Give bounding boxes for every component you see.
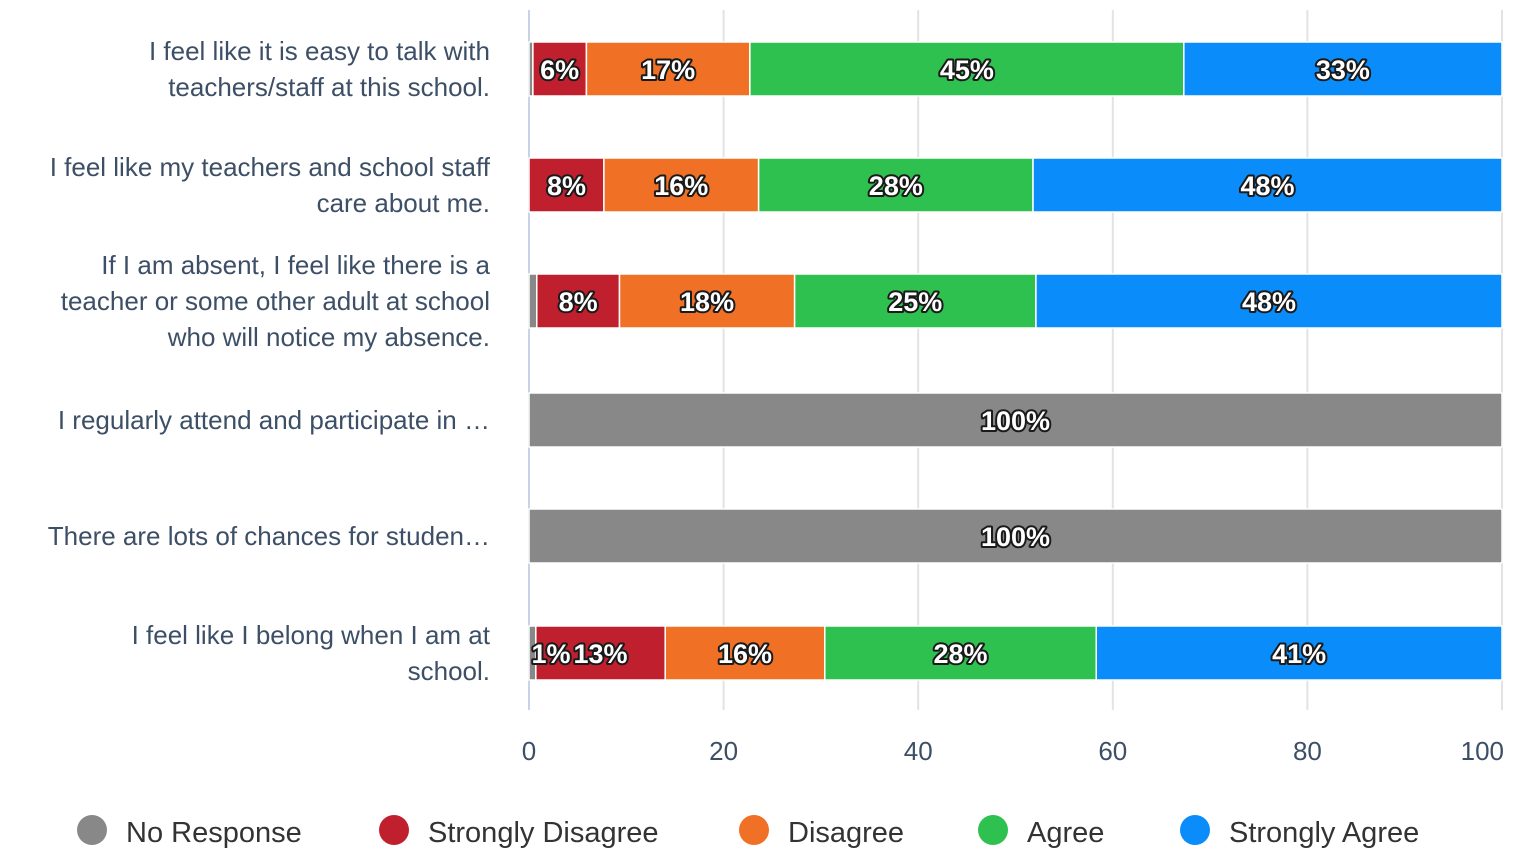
legend-label-disagree: Disagree — [788, 817, 904, 849]
x-tick-label-80: 80 — [1293, 736, 1322, 766]
data-label-strongly-disagree-row-1: 6% — [540, 55, 579, 85]
bar-segment-disagree-row-1 — [585, 41, 751, 97]
data-label-strongly-disagree-row-6: 13% — [573, 639, 627, 669]
bar-segment-agree-row-6 — [824, 625, 1098, 681]
bar-segment-no-response-row-3 — [528, 273, 538, 329]
category-labels: I feel like it is easy to talk with teach… — [48, 36, 491, 686]
data-label-disagree-row-6: 16% — [718, 639, 772, 669]
category-label-row-3-line-2: teacher or some other adult at school — [61, 286, 490, 316]
data-label-strongly-disagree-row-3: 8% — [559, 287, 598, 317]
legend-marker-strongly-disagree — [379, 815, 409, 845]
data-label-agree-row-1: 45% — [940, 55, 994, 85]
category-label-row-4-line-1: I regularly attend and participate in … — [58, 405, 490, 435]
category-label-row-3-line-3: who will notice my absence. — [167, 322, 490, 352]
gridlines — [528, 10, 1503, 710]
data-label-strongly-disagree-row-2: 8% — [547, 171, 586, 201]
category-label-row-1-line-2: teachers/staff at this school. — [168, 72, 490, 102]
category-label-row-5-line-1: There are lots of chances for studen… — [48, 521, 490, 551]
segment-labels: 6% 17% 45% 33% 8% 16% 28% 48% 8% 18% 25% 48% 100% 100… — [529, 53, 1371, 671]
legend-marker-agree — [978, 815, 1008, 845]
bar-segment-strongly-agree-row-6 — [1095, 625, 1503, 681]
data-label-disagree-row-1: 17% — [641, 55, 695, 85]
bar-segment-strongly-agree-row-1 — [1183, 41, 1503, 97]
x-tick-label-60: 60 — [1098, 736, 1127, 766]
bar-segment-disagree-row-6 — [664, 625, 826, 681]
bar-segment-disagree-row-2 — [603, 157, 760, 213]
legend-marker-disagree — [739, 815, 769, 845]
bar-segment-agree-row-1 — [749, 41, 1185, 97]
legend-label-agree: Agree — [1027, 817, 1104, 849]
bar-segment-no-response-row-5 — [528, 508, 1503, 564]
data-label-agree-row-3: 25% — [888, 287, 942, 317]
category-label-row-1-line-1: I feel like it is easy to talk with — [149, 36, 490, 66]
legend: No Response Strongly Disagree Disagree Agre… — [77, 815, 1419, 849]
data-label-no-response-row-4: 100% — [981, 406, 1050, 436]
bar-segment-agree-row-2 — [757, 157, 1034, 213]
category-label-row-3-line-1: If I am absent, I feel like there is a — [101, 250, 490, 280]
data-label-strongly-agree-row-3: 48% — [1242, 287, 1296, 317]
category-label-row-6-line-1: I feel like I belong when I am at — [132, 620, 491, 650]
data-label-no-response-row-5: 100% — [981, 522, 1050, 552]
bar-segment-strongly-disagree-row-2 — [528, 157, 605, 213]
x-tick-label-100: 100 — [1461, 736, 1504, 766]
data-label-strongly-agree-row-2: 48% — [1240, 171, 1294, 201]
category-label-row-6-line-2: school. — [408, 656, 490, 686]
legend-label-strongly-disagree: Strongly Disagree — [428, 817, 659, 849]
x-tick-label-0: 0 — [522, 736, 536, 766]
data-label-no-response-row-6: 1% — [531, 639, 570, 669]
bar-segment-strongly-agree-row-3 — [1035, 273, 1503, 329]
data-label-strongly-agree-row-6: 41% — [1272, 639, 1326, 669]
data-label-strongly-agree-row-1: 33% — [1316, 55, 1370, 85]
data-label-disagree-row-3: 18% — [680, 287, 734, 317]
legend-marker-no-response — [77, 815, 107, 845]
x-tick-label-20: 20 — [709, 736, 738, 766]
legend-label-strongly-agree: Strongly Agree — [1229, 817, 1419, 849]
bar-segment-disagree-row-3 — [618, 273, 796, 329]
category-label-row-2-line-2: care about me. — [317, 188, 490, 218]
bar-segment-strongly-agree-row-2 — [1032, 157, 1503, 213]
bar-segment-no-response-row-4 — [528, 392, 1503, 448]
category-label-row-2-line-1: I feel like my teachers and school staff — [50, 152, 491, 182]
x-axis-tick-labels: 0 20 40 60 80 100 — [522, 736, 1504, 766]
data-label-agree-row-6: 28% — [934, 639, 988, 669]
x-tick-label-40: 40 — [904, 736, 933, 766]
bar-segment-strongly-disagree-row-6 — [535, 625, 666, 681]
data-label-disagree-row-2: 16% — [654, 171, 708, 201]
bar-segments — [528, 41, 1503, 681]
legend-label-no-response: No Response — [126, 817, 302, 849]
legend-marker-strongly-agree — [1180, 815, 1210, 845]
data-label-agree-row-2: 28% — [869, 171, 923, 201]
bar-segment-agree-row-3 — [793, 273, 1037, 329]
